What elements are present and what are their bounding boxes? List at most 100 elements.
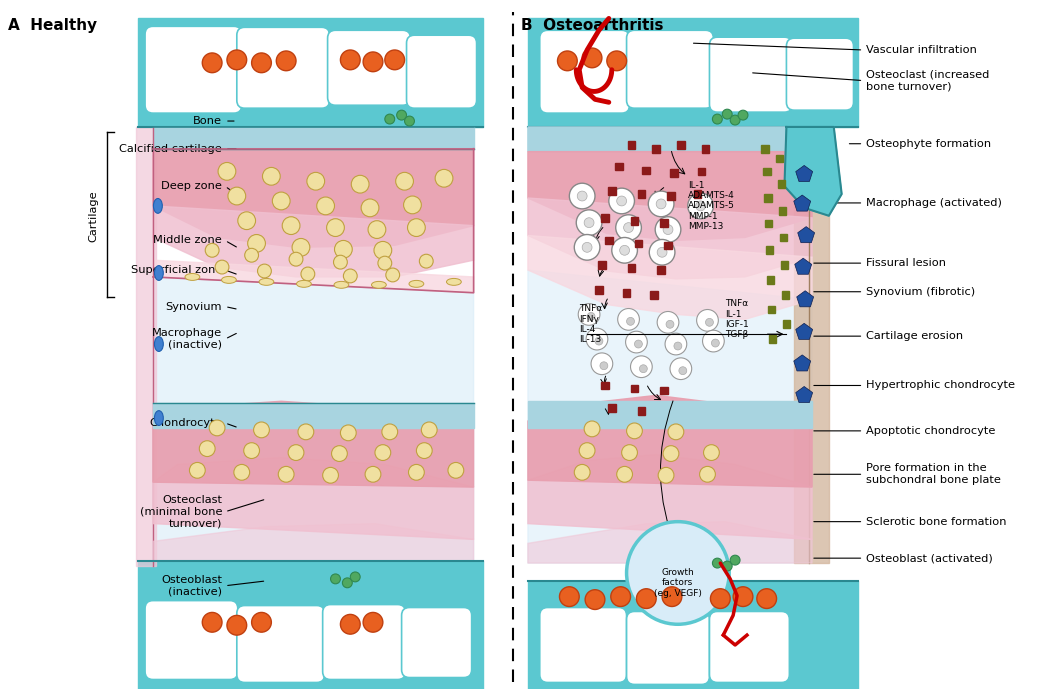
Circle shape bbox=[244, 443, 259, 459]
Text: Superficial zone: Superficial zone bbox=[130, 265, 222, 275]
Circle shape bbox=[757, 589, 777, 609]
Polygon shape bbox=[528, 19, 859, 127]
Circle shape bbox=[712, 339, 719, 347]
Ellipse shape bbox=[259, 278, 274, 285]
Ellipse shape bbox=[222, 276, 236, 283]
FancyBboxPatch shape bbox=[322, 604, 405, 679]
Circle shape bbox=[227, 50, 247, 69]
Polygon shape bbox=[528, 235, 812, 319]
Text: Macrophage (activated): Macrophage (activated) bbox=[866, 198, 1002, 208]
Text: A  Healthy: A Healthy bbox=[8, 19, 97, 33]
FancyBboxPatch shape bbox=[401, 607, 471, 677]
Polygon shape bbox=[153, 403, 474, 428]
Circle shape bbox=[600, 362, 608, 370]
Text: B  Osteoarthritis: B Osteoarthritis bbox=[521, 19, 664, 33]
Circle shape bbox=[228, 187, 246, 205]
Circle shape bbox=[288, 445, 303, 461]
FancyBboxPatch shape bbox=[328, 31, 411, 105]
FancyBboxPatch shape bbox=[540, 607, 627, 682]
Text: Bone: Bone bbox=[193, 116, 222, 126]
Circle shape bbox=[627, 423, 643, 439]
Circle shape bbox=[617, 309, 639, 330]
Circle shape bbox=[624, 223, 633, 232]
Circle shape bbox=[419, 254, 434, 268]
Circle shape bbox=[558, 51, 578, 71]
Text: Hypertrophic chondrocyte: Hypertrophic chondrocyte bbox=[866, 380, 1015, 391]
Polygon shape bbox=[528, 581, 859, 689]
Circle shape bbox=[252, 612, 271, 632]
Circle shape bbox=[616, 196, 627, 206]
Circle shape bbox=[657, 312, 679, 333]
Circle shape bbox=[298, 424, 314, 440]
Text: Cartilage: Cartilage bbox=[89, 190, 99, 242]
Circle shape bbox=[375, 445, 391, 461]
FancyBboxPatch shape bbox=[627, 31, 713, 108]
Text: Macrophage
(inactive): Macrophage (inactive) bbox=[152, 328, 222, 350]
Circle shape bbox=[578, 191, 587, 201]
Circle shape bbox=[627, 317, 634, 325]
FancyBboxPatch shape bbox=[710, 611, 790, 682]
Text: Deep zone: Deep zone bbox=[161, 181, 222, 191]
Circle shape bbox=[591, 353, 613, 375]
Circle shape bbox=[248, 235, 266, 253]
Circle shape bbox=[252, 53, 271, 73]
Circle shape bbox=[342, 578, 352, 588]
Text: Osteoclast
(minimal bone
turnover): Osteoclast (minimal bone turnover) bbox=[140, 496, 222, 528]
Circle shape bbox=[301, 267, 315, 281]
Circle shape bbox=[702, 330, 724, 352]
Circle shape bbox=[262, 167, 280, 185]
Circle shape bbox=[382, 424, 398, 440]
Circle shape bbox=[289, 253, 303, 266]
Circle shape bbox=[205, 244, 219, 257]
Circle shape bbox=[334, 255, 348, 269]
Polygon shape bbox=[784, 127, 842, 216]
Ellipse shape bbox=[296, 280, 311, 287]
Circle shape bbox=[696, 201, 706, 211]
Circle shape bbox=[657, 247, 667, 257]
Circle shape bbox=[658, 467, 674, 483]
Circle shape bbox=[587, 312, 595, 321]
Circle shape bbox=[189, 462, 205, 478]
Text: Osteoclast (increased
bone turnover): Osteoclast (increased bone turnover) bbox=[866, 70, 990, 92]
Circle shape bbox=[421, 422, 437, 438]
Polygon shape bbox=[153, 457, 474, 539]
Circle shape bbox=[639, 365, 647, 373]
Text: TNFα
IFNγ
IL-4
IL-13: TNFα IFNγ IL-4 IL-13 bbox=[580, 304, 603, 344]
Circle shape bbox=[656, 199, 666, 209]
Text: Pore formation in the
subchondral bone plate: Pore formation in the subchondral bone p… bbox=[866, 464, 1002, 485]
Polygon shape bbox=[153, 277, 474, 561]
FancyBboxPatch shape bbox=[540, 31, 630, 113]
Circle shape bbox=[576, 210, 602, 235]
Circle shape bbox=[663, 586, 681, 607]
Circle shape bbox=[407, 219, 425, 237]
Ellipse shape bbox=[154, 266, 164, 280]
Circle shape bbox=[609, 188, 634, 214]
Polygon shape bbox=[153, 127, 474, 149]
Circle shape bbox=[203, 612, 222, 632]
Circle shape bbox=[317, 197, 335, 214]
Circle shape bbox=[730, 115, 740, 125]
Circle shape bbox=[738, 110, 748, 120]
Circle shape bbox=[351, 572, 360, 582]
Text: Osteoblast
(inactive): Osteoblast (inactive) bbox=[161, 575, 222, 597]
Circle shape bbox=[435, 169, 453, 187]
Circle shape bbox=[352, 176, 369, 193]
Text: Cartilage erosion: Cartilage erosion bbox=[866, 331, 964, 341]
Text: IL-1
ADAMTS-4
ADAMTS-5
MMP-1
MMP-13: IL-1 ADAMTS-4 ADAMTS-5 MMP-1 MMP-13 bbox=[688, 180, 735, 231]
Text: Synovium (fibrotic): Synovium (fibrotic) bbox=[866, 287, 975, 297]
Circle shape bbox=[200, 441, 215, 457]
Circle shape bbox=[560, 586, 580, 607]
Polygon shape bbox=[153, 206, 474, 277]
Text: TNFα
IL-1
IGF-1
TGFβ: TNFα IL-1 IGF-1 TGFβ bbox=[726, 299, 749, 339]
Circle shape bbox=[607, 51, 627, 71]
Circle shape bbox=[584, 421, 600, 437]
Circle shape bbox=[340, 614, 360, 634]
Text: Synovium: Synovium bbox=[166, 302, 222, 312]
Circle shape bbox=[612, 237, 637, 263]
Circle shape bbox=[322, 467, 338, 483]
Circle shape bbox=[448, 462, 464, 478]
Circle shape bbox=[585, 590, 605, 609]
Circle shape bbox=[404, 116, 415, 126]
Text: Osteoblast (activated): Osteoblast (activated) bbox=[866, 553, 993, 563]
Circle shape bbox=[674, 342, 681, 350]
